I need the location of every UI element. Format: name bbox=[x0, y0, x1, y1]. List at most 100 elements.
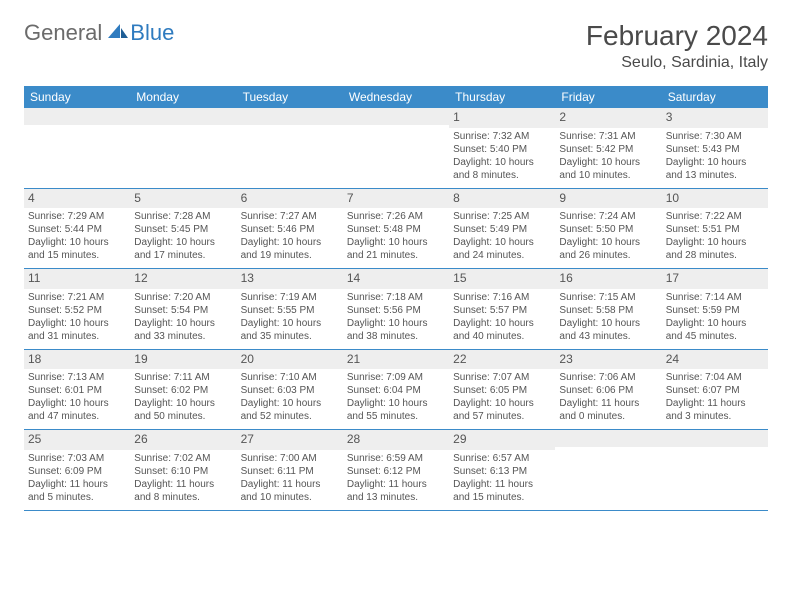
day-cell bbox=[343, 108, 449, 188]
day-detail-line: Sunset: 6:11 PM bbox=[241, 465, 339, 478]
day-number-row: 23 bbox=[555, 350, 661, 370]
day-detail-line: Sunset: 5:59 PM bbox=[666, 304, 764, 317]
day-detail-line: Sunset: 5:54 PM bbox=[134, 304, 232, 317]
day-detail-line: Sunrise: 7:09 AM bbox=[347, 371, 445, 384]
day-number-row: 9 bbox=[555, 189, 661, 209]
day-detail-line: Sunset: 5:52 PM bbox=[28, 304, 126, 317]
day-detail-line: and 43 minutes. bbox=[559, 330, 657, 343]
day-number-row: 19 bbox=[130, 350, 236, 370]
day-detail-line: and 10 minutes. bbox=[559, 169, 657, 182]
day-detail-line: and 13 minutes. bbox=[666, 169, 764, 182]
day-number-row: 6 bbox=[237, 189, 343, 209]
day-cell: 18Sunrise: 7:13 AMSunset: 6:01 PMDayligh… bbox=[24, 350, 130, 430]
day-detail-line: Sunrise: 7:27 AM bbox=[241, 210, 339, 223]
day-detail-line: Daylight: 10 hours bbox=[28, 397, 126, 410]
day-detail-line: Sunset: 6:03 PM bbox=[241, 384, 339, 397]
day-detail-line: Sunrise: 7:20 AM bbox=[134, 291, 232, 304]
day-detail-line: Sunrise: 7:06 AM bbox=[559, 371, 657, 384]
week-row: 4Sunrise: 7:29 AMSunset: 5:44 PMDaylight… bbox=[24, 189, 768, 270]
day-number-row: 27 bbox=[237, 430, 343, 450]
day-detail-line: Sunrise: 7:15 AM bbox=[559, 291, 657, 304]
day-detail-line: Sunset: 6:04 PM bbox=[347, 384, 445, 397]
day-cell: 8Sunrise: 7:25 AMSunset: 5:49 PMDaylight… bbox=[449, 189, 555, 269]
day-detail-line: and 19 minutes. bbox=[241, 249, 339, 262]
day-cell: 24Sunrise: 7:04 AMSunset: 6:07 PMDayligh… bbox=[662, 350, 768, 430]
day-detail-line: Daylight: 10 hours bbox=[347, 397, 445, 410]
day-cell: 1Sunrise: 7:32 AMSunset: 5:40 PMDaylight… bbox=[449, 108, 555, 188]
day-detail-line: Sunset: 6:06 PM bbox=[559, 384, 657, 397]
day-detail-line: Sunrise: 7:21 AM bbox=[28, 291, 126, 304]
day-number: 27 bbox=[241, 432, 254, 446]
day-detail-line: Daylight: 10 hours bbox=[241, 397, 339, 410]
day-detail-line: Sunset: 5:55 PM bbox=[241, 304, 339, 317]
day-number: 28 bbox=[347, 432, 360, 446]
dow-wednesday: Wednesday bbox=[343, 86, 449, 108]
day-detail-line: Sunrise: 6:59 AM bbox=[347, 452, 445, 465]
day-detail-line: Sunrise: 7:25 AM bbox=[453, 210, 551, 223]
day-detail-line: Sunrise: 7:00 AM bbox=[241, 452, 339, 465]
day-detail-line: Sunrise: 7:10 AM bbox=[241, 371, 339, 384]
day-cell bbox=[24, 108, 130, 188]
day-detail-line: Sunset: 5:45 PM bbox=[134, 223, 232, 236]
day-detail-line: and 5 minutes. bbox=[28, 491, 126, 504]
day-cell: 7Sunrise: 7:26 AMSunset: 5:48 PMDaylight… bbox=[343, 189, 449, 269]
day-number: 4 bbox=[28, 191, 35, 205]
week-row: 25Sunrise: 7:03 AMSunset: 6:09 PMDayligh… bbox=[24, 430, 768, 511]
day-detail-line: Daylight: 10 hours bbox=[28, 236, 126, 249]
day-number: 22 bbox=[453, 352, 466, 366]
day-detail-line: Sunrise: 7:13 AM bbox=[28, 371, 126, 384]
day-number: 2 bbox=[559, 110, 566, 124]
day-detail-line: Daylight: 10 hours bbox=[134, 397, 232, 410]
day-detail-line: Sunset: 5:48 PM bbox=[347, 223, 445, 236]
day-detail-line: Sunrise: 7:16 AM bbox=[453, 291, 551, 304]
day-cell bbox=[555, 430, 661, 510]
day-detail-line: and 26 minutes. bbox=[559, 249, 657, 262]
day-detail-line: Daylight: 10 hours bbox=[559, 236, 657, 249]
day-detail-line: Sunset: 6:09 PM bbox=[28, 465, 126, 478]
day-cell: 23Sunrise: 7:06 AMSunset: 6:06 PMDayligh… bbox=[555, 350, 661, 430]
title-block: February 2024 Seulo, Sardinia, Italy bbox=[586, 20, 768, 72]
day-number: 5 bbox=[134, 191, 141, 205]
day-number: 14 bbox=[347, 271, 360, 285]
day-detail-line: Sunrise: 7:31 AM bbox=[559, 130, 657, 143]
day-number: 21 bbox=[347, 352, 360, 366]
day-cell: 29Sunrise: 6:57 AMSunset: 6:13 PMDayligh… bbox=[449, 430, 555, 510]
day-number: 25 bbox=[28, 432, 41, 446]
day-cell: 25Sunrise: 7:03 AMSunset: 6:09 PMDayligh… bbox=[24, 430, 130, 510]
day-detail-line: and 0 minutes. bbox=[559, 410, 657, 423]
day-cell: 10Sunrise: 7:22 AMSunset: 5:51 PMDayligh… bbox=[662, 189, 768, 269]
day-number: 1 bbox=[453, 110, 460, 124]
day-detail-line: and 31 minutes. bbox=[28, 330, 126, 343]
logo-text-blue: Blue bbox=[130, 20, 174, 46]
day-number-row-empty bbox=[555, 430, 661, 447]
dow-header-row: Sunday Monday Tuesday Wednesday Thursday… bbox=[24, 86, 768, 108]
day-detail-line: and 33 minutes. bbox=[134, 330, 232, 343]
day-number: 19 bbox=[134, 352, 147, 366]
day-detail-line: Sunrise: 7:30 AM bbox=[666, 130, 764, 143]
day-cell: 4Sunrise: 7:29 AMSunset: 5:44 PMDaylight… bbox=[24, 189, 130, 269]
day-detail-line: Sunset: 5:50 PM bbox=[559, 223, 657, 236]
day-detail-line: Sunrise: 7:26 AM bbox=[347, 210, 445, 223]
day-number-row: 24 bbox=[662, 350, 768, 370]
day-detail-line: Daylight: 10 hours bbox=[347, 317, 445, 330]
day-cell: 2Sunrise: 7:31 AMSunset: 5:42 PMDaylight… bbox=[555, 108, 661, 188]
day-number-row: 26 bbox=[130, 430, 236, 450]
day-detail-line: Sunset: 5:56 PM bbox=[347, 304, 445, 317]
day-number: 11 bbox=[28, 271, 40, 285]
day-cell: 3Sunrise: 7:30 AMSunset: 5:43 PMDaylight… bbox=[662, 108, 768, 188]
day-number-row: 8 bbox=[449, 189, 555, 209]
day-cell bbox=[130, 108, 236, 188]
day-number-row: 21 bbox=[343, 350, 449, 370]
day-detail-line: Daylight: 10 hours bbox=[453, 317, 551, 330]
day-detail-line: Sunrise: 7:11 AM bbox=[134, 371, 232, 384]
day-number-row-empty bbox=[662, 430, 768, 447]
day-number-row: 11 bbox=[24, 269, 130, 289]
day-detail-line: Sunset: 6:07 PM bbox=[666, 384, 764, 397]
dow-saturday: Saturday bbox=[662, 86, 768, 108]
day-number-row: 17 bbox=[662, 269, 768, 289]
day-cell: 27Sunrise: 7:00 AMSunset: 6:11 PMDayligh… bbox=[237, 430, 343, 510]
day-detail-line: Sunset: 5:51 PM bbox=[666, 223, 764, 236]
day-cell bbox=[662, 430, 768, 510]
day-detail-line: Daylight: 11 hours bbox=[347, 478, 445, 491]
day-detail-line: Daylight: 10 hours bbox=[559, 317, 657, 330]
